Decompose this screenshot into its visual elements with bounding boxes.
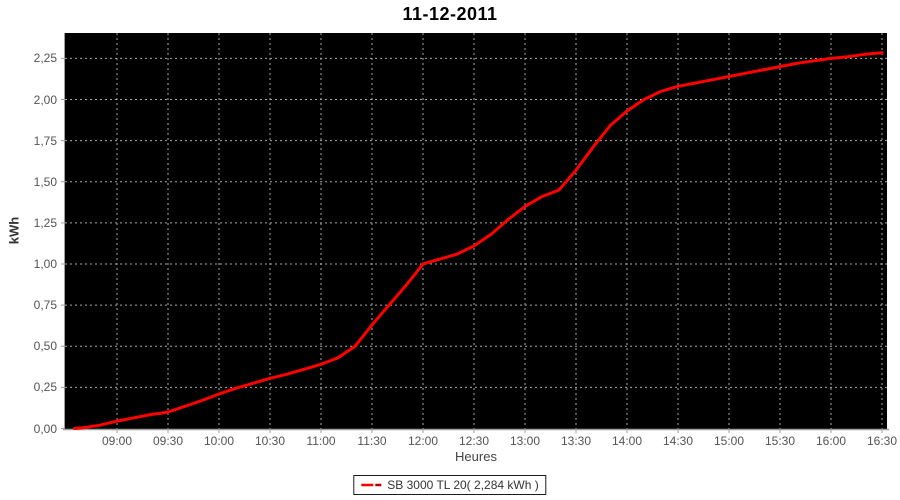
y-tick-label: 0,50 — [33, 339, 57, 354]
y-axis-title: kWh — [6, 216, 22, 245]
x-tick-label: 10:00 — [203, 434, 235, 448]
x-tick-label: 09:30 — [152, 434, 184, 448]
y-tick-label: 1,25 — [33, 215, 57, 230]
y-tick-label: 1,00 — [33, 257, 57, 271]
x-tick-label: 14:00 — [611, 434, 643, 448]
legend: SB 3000 TL 20( 2,284 kWh ) — [353, 475, 547, 495]
x-tick-label: 12:00 — [407, 434, 439, 448]
y-tick-label: 2,00 — [33, 92, 57, 107]
y-tick-label: 1,75 — [33, 133, 57, 148]
x-axis-title: Heures — [455, 449, 497, 464]
x-tick-label: 15:00 — [713, 434, 745, 448]
x-tick-label: 09:00 — [101, 434, 133, 448]
series-line — [73, 51, 884, 430]
x-tick-label: 11:00 — [306, 434, 336, 448]
x-tick-label: 12:30 — [458, 434, 490, 448]
y-tick-label: 2,25 — [33, 51, 57, 66]
x-tick-label: 10:30 — [254, 434, 286, 448]
chart-title: 11-12-2011 — [402, 4, 498, 24]
legend-line-icon — [361, 483, 382, 487]
x-tick-label: 16:00 — [815, 434, 847, 448]
x-tick-label: 13:30 — [560, 434, 592, 448]
plot-background — [65, 33, 887, 429]
x-tick-label: 16:30 — [866, 434, 898, 448]
x-tick-label: 15:30 — [764, 434, 796, 448]
legend-series-label: SB 3000 TL 20( 2,284 kWh ) — [387, 478, 539, 492]
x-tick-label: 13:00 — [509, 434, 541, 448]
y-tick-label: 0,25 — [33, 380, 57, 395]
y-tick-label: 0,00 — [33, 421, 57, 436]
y-tick-label: 0,75 — [33, 298, 57, 313]
y-tick-label: 1,50 — [33, 174, 57, 189]
x-tick-label: 11:30 — [357, 434, 387, 448]
x-tick-label: 14:30 — [662, 434, 694, 448]
